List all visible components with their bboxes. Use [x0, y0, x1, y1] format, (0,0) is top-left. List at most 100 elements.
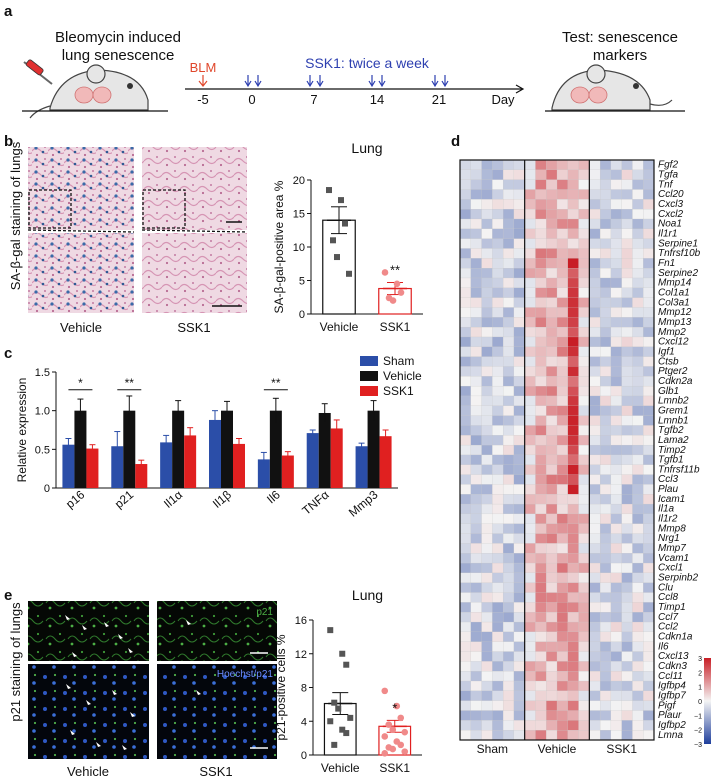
heatmap-cell	[535, 385, 547, 397]
data-point	[327, 718, 334, 725]
heatmap-cell	[546, 425, 558, 436]
heatmap-cell	[610, 317, 623, 328]
heatmap-cell	[643, 641, 655, 652]
heatmap-cell	[589, 641, 601, 652]
heatmap-cell	[578, 228, 590, 240]
data-point	[401, 728, 409, 736]
heatmap-cell	[632, 562, 644, 574]
heatmap-cell	[610, 385, 623, 397]
heatmap-cell	[578, 218, 590, 230]
heatmap-cell	[524, 444, 536, 456]
heatmap-cell	[513, 376, 526, 387]
heatmap-cell	[481, 592, 493, 603]
heatmap-cell	[556, 415, 569, 426]
heatmap-cell	[578, 425, 590, 436]
heatmap-cell	[589, 395, 601, 407]
day-tick: 14	[370, 92, 384, 107]
heatmap-cell	[546, 209, 558, 220]
heatmap-cell	[546, 602, 558, 613]
heatmap-cell	[513, 366, 526, 377]
heatmap-cell	[459, 169, 472, 181]
heatmap-cell	[502, 258, 515, 269]
heatmap-cell	[524, 553, 536, 564]
heatmap-cell	[524, 435, 536, 446]
heatmap-cell	[621, 199, 633, 210]
heatmap-cell	[513, 179, 526, 190]
heatmap-cell	[502, 287, 515, 299]
heatmap-cell	[610, 179, 623, 190]
heatmap-cell	[610, 503, 623, 515]
heatmap-cell	[621, 484, 633, 495]
heatmap-cell	[502, 720, 515, 731]
heatmap-cell	[643, 592, 655, 603]
heatmap-cell	[589, 258, 601, 269]
heatmap-cell	[513, 228, 526, 240]
heatmap-cell	[524, 179, 536, 190]
heatmap-cell	[578, 248, 590, 259]
heatmap-cell	[492, 631, 504, 643]
heatmap-cell	[459, 562, 472, 574]
heatmap-cell	[610, 671, 623, 682]
heatmap-cell	[567, 543, 579, 554]
gene-label: Mmp7	[658, 543, 686, 554]
heatmap-cell	[470, 710, 482, 721]
heatmap-cell	[610, 572, 623, 584]
heatmap-cell	[513, 159, 526, 171]
heatmap-cell	[567, 454, 579, 466]
heatmap-cell	[524, 730, 536, 741]
heatmap-cell	[535, 464, 547, 476]
heatmap-cell	[546, 228, 558, 240]
heatmap-cell	[632, 602, 644, 613]
heatmap-cell	[567, 376, 579, 387]
heatmap-cell	[524, 248, 536, 259]
heatmap-cell	[492, 710, 504, 721]
heatmap-cell	[502, 415, 515, 426]
mouse-right-icon	[545, 64, 685, 112]
heatmap-cell	[643, 671, 655, 682]
arrowhead-icon	[70, 730, 75, 735]
significance-label: *	[392, 700, 397, 715]
group-label: Vehicle	[538, 742, 577, 756]
heatmap-cell	[589, 159, 601, 171]
heatmap-cell	[470, 631, 482, 643]
panel-label-a: a	[4, 3, 13, 20]
heatmap-cell	[567, 641, 579, 652]
heatmap-cell	[567, 602, 579, 613]
heatmap-cell	[599, 277, 612, 289]
b-bar-chart: Lung 0 5 10 15 20 SA-β-gal-positive area % Vehi…	[272, 140, 423, 334]
heatmap-cell	[610, 248, 623, 259]
heatmap-cell	[492, 641, 504, 652]
heatmap-cell	[535, 513, 547, 525]
heatmap-cell	[578, 720, 590, 731]
heatmap-cell	[524, 543, 536, 554]
heatmap-cell	[621, 415, 633, 426]
heatmap-cell	[556, 317, 569, 328]
significance-label: *	[78, 376, 83, 390]
heatmap-cell	[513, 287, 526, 299]
heatmap-cell	[502, 189, 515, 200]
heatmap-cell	[610, 730, 623, 741]
data-point	[331, 699, 338, 706]
arrowhead-icon	[128, 648, 133, 653]
heatmap-cell	[513, 631, 526, 643]
heatmap-cell	[567, 189, 579, 200]
heatmap-cell	[524, 503, 536, 515]
heatmap-cell	[481, 454, 493, 466]
heatmap-cell	[459, 503, 472, 515]
heatmap-cell	[470, 592, 482, 603]
heatmap-cell	[632, 631, 644, 643]
heatmap-cell	[556, 444, 569, 456]
heatmap-cell	[481, 376, 493, 387]
heatmap-cell	[567, 671, 579, 682]
heatmap-cell	[502, 710, 515, 721]
heatmap-cell	[524, 405, 536, 417]
heatmap-cell	[459, 612, 472, 623]
heatmap-cell	[621, 582, 633, 593]
heatmap-cell	[513, 720, 526, 731]
heatmap-cell	[589, 661, 601, 672]
data-point	[339, 650, 346, 657]
heatmap-cell	[502, 572, 515, 584]
heatmap-cell	[578, 680, 590, 692]
heatmap-cell	[513, 700, 526, 711]
heatmap-cell	[556, 700, 569, 711]
